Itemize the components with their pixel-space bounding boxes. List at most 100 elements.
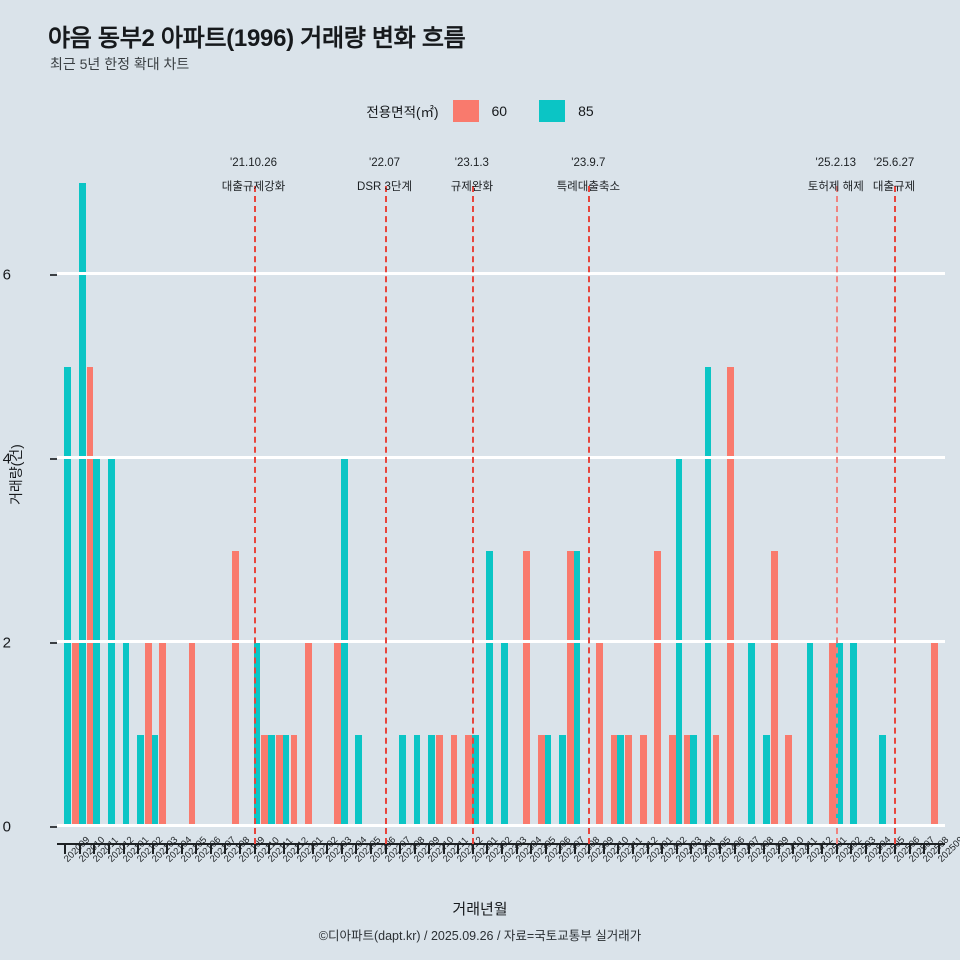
x-axis-tick-mark bbox=[748, 843, 751, 854]
bar[interactable] bbox=[413, 735, 421, 827]
bar[interactable] bbox=[668, 735, 676, 827]
bar[interactable] bbox=[704, 367, 712, 827]
bar[interactable] bbox=[523, 551, 531, 827]
x-axis-tick-mark bbox=[602, 843, 605, 854]
x-axis-tick-mark bbox=[180, 843, 183, 854]
bar[interactable] bbox=[639, 735, 647, 827]
x-axis-tick-mark bbox=[661, 843, 664, 854]
bar[interactable] bbox=[232, 551, 239, 827]
bar[interactable] bbox=[436, 735, 443, 827]
bar[interactable] bbox=[559, 735, 566, 827]
annotation-text: DSR 3단계 bbox=[357, 181, 413, 193]
bar[interactable] bbox=[144, 643, 152, 827]
annotation-date: '21.10.26 bbox=[230, 157, 277, 169]
annotation-text: 규제완화 bbox=[450, 181, 494, 193]
bar[interactable] bbox=[268, 735, 275, 827]
x-axis-tick-mark bbox=[806, 843, 809, 854]
x-axis-tick-mark bbox=[355, 843, 358, 854]
x-axis-tick-mark bbox=[107, 843, 110, 854]
bar[interactable] bbox=[93, 459, 101, 827]
bar[interactable] bbox=[785, 735, 793, 827]
x-axis-tick-mark bbox=[122, 843, 125, 854]
bar[interactable] bbox=[567, 551, 574, 827]
bar[interactable] bbox=[617, 735, 625, 827]
bar[interactable] bbox=[748, 643, 756, 827]
bar[interactable] bbox=[72, 643, 79, 827]
y-axis-tick-mark bbox=[50, 274, 57, 276]
x-axis-tick-mark bbox=[166, 843, 169, 854]
x-axis-tick-mark bbox=[64, 843, 67, 854]
bar[interactable] bbox=[282, 735, 290, 827]
x-axis-tick-mark bbox=[151, 843, 154, 854]
bar[interactable] bbox=[188, 643, 196, 827]
bar[interactable] bbox=[334, 643, 341, 827]
bar[interactable] bbox=[829, 643, 836, 827]
y-axis-tick-label: 2 bbox=[2, 634, 11, 652]
x-axis-tick-mark bbox=[209, 843, 212, 854]
bar[interactable] bbox=[675, 459, 683, 827]
bar[interactable] bbox=[486, 551, 494, 827]
annotation-line bbox=[588, 186, 591, 844]
footer-credit: ©디아파트(dapt.kr) / 2025.09.26 / 자료=국토교통부 실… bbox=[318, 929, 642, 943]
bar[interactable] bbox=[835, 643, 843, 827]
bar[interactable] bbox=[537, 735, 545, 827]
x-axis-tick-mark bbox=[224, 843, 227, 854]
x-axis-tick-mark bbox=[369, 843, 372, 854]
bar[interactable] bbox=[78, 183, 86, 827]
bar[interactable] bbox=[428, 735, 435, 827]
bar[interactable] bbox=[712, 735, 720, 827]
bar[interactable] bbox=[763, 735, 770, 827]
bar[interactable] bbox=[122, 643, 130, 827]
x-axis-tick-mark bbox=[471, 843, 474, 854]
bar[interactable] bbox=[399, 735, 406, 827]
annotation-date: '25.6.27 bbox=[873, 157, 915, 169]
bar[interactable] bbox=[471, 735, 479, 827]
bar[interactable] bbox=[654, 551, 662, 827]
bar[interactable] bbox=[727, 367, 734, 827]
annotation-line bbox=[384, 186, 387, 844]
bar[interactable] bbox=[290, 735, 298, 827]
bar[interactable] bbox=[770, 551, 778, 827]
bar[interactable] bbox=[625, 735, 632, 827]
legend-swatch-85 bbox=[539, 100, 566, 122]
bar[interactable] bbox=[450, 735, 458, 827]
bar[interactable] bbox=[501, 643, 508, 827]
x-axis-tick-mark bbox=[457, 843, 460, 854]
annotation-label: '23.9.7 특례대출축소 bbox=[518, 157, 658, 194]
bar[interactable] bbox=[107, 459, 115, 827]
bar[interactable] bbox=[151, 735, 159, 827]
bar[interactable] bbox=[355, 735, 363, 827]
page-title: 야음 동부2 아파트(1996) 거래량 변화 흐름 bbox=[48, 25, 466, 52]
x-axis-tick-mark bbox=[733, 843, 736, 854]
x-axis-tick-mark bbox=[646, 843, 649, 854]
x-axis-tick-mark bbox=[690, 843, 693, 854]
bar[interactable] bbox=[86, 367, 94, 827]
bar[interactable] bbox=[340, 459, 348, 827]
bar[interactable] bbox=[806, 643, 814, 827]
bar[interactable] bbox=[573, 551, 581, 827]
bar[interactable] bbox=[137, 735, 144, 827]
bar[interactable] bbox=[253, 643, 261, 827]
x-axis-tick-mark bbox=[835, 843, 838, 854]
bar[interactable] bbox=[683, 735, 691, 827]
bar[interactable] bbox=[544, 735, 552, 827]
annotation-text: 대출규제강화 bbox=[221, 181, 286, 193]
bar[interactable] bbox=[275, 735, 283, 827]
bar[interactable] bbox=[305, 643, 312, 827]
bar[interactable] bbox=[465, 735, 472, 827]
bar[interactable] bbox=[596, 643, 603, 827]
x-axis-tick-mark bbox=[588, 843, 591, 854]
bar[interactable] bbox=[159, 643, 167, 827]
x-axis-tick-mark bbox=[282, 843, 285, 854]
bar[interactable] bbox=[931, 643, 938, 827]
bar[interactable] bbox=[261, 735, 269, 827]
annotation-date: '25.2.13 bbox=[815, 157, 857, 169]
bar[interactable] bbox=[690, 735, 697, 827]
bar[interactable] bbox=[610, 735, 618, 827]
bar[interactable] bbox=[879, 735, 887, 827]
y-axis-tick-label: 0 bbox=[2, 818, 11, 836]
x-axis-tick-mark bbox=[632, 843, 635, 854]
bar[interactable] bbox=[64, 367, 71, 827]
bar[interactable] bbox=[850, 643, 858, 827]
